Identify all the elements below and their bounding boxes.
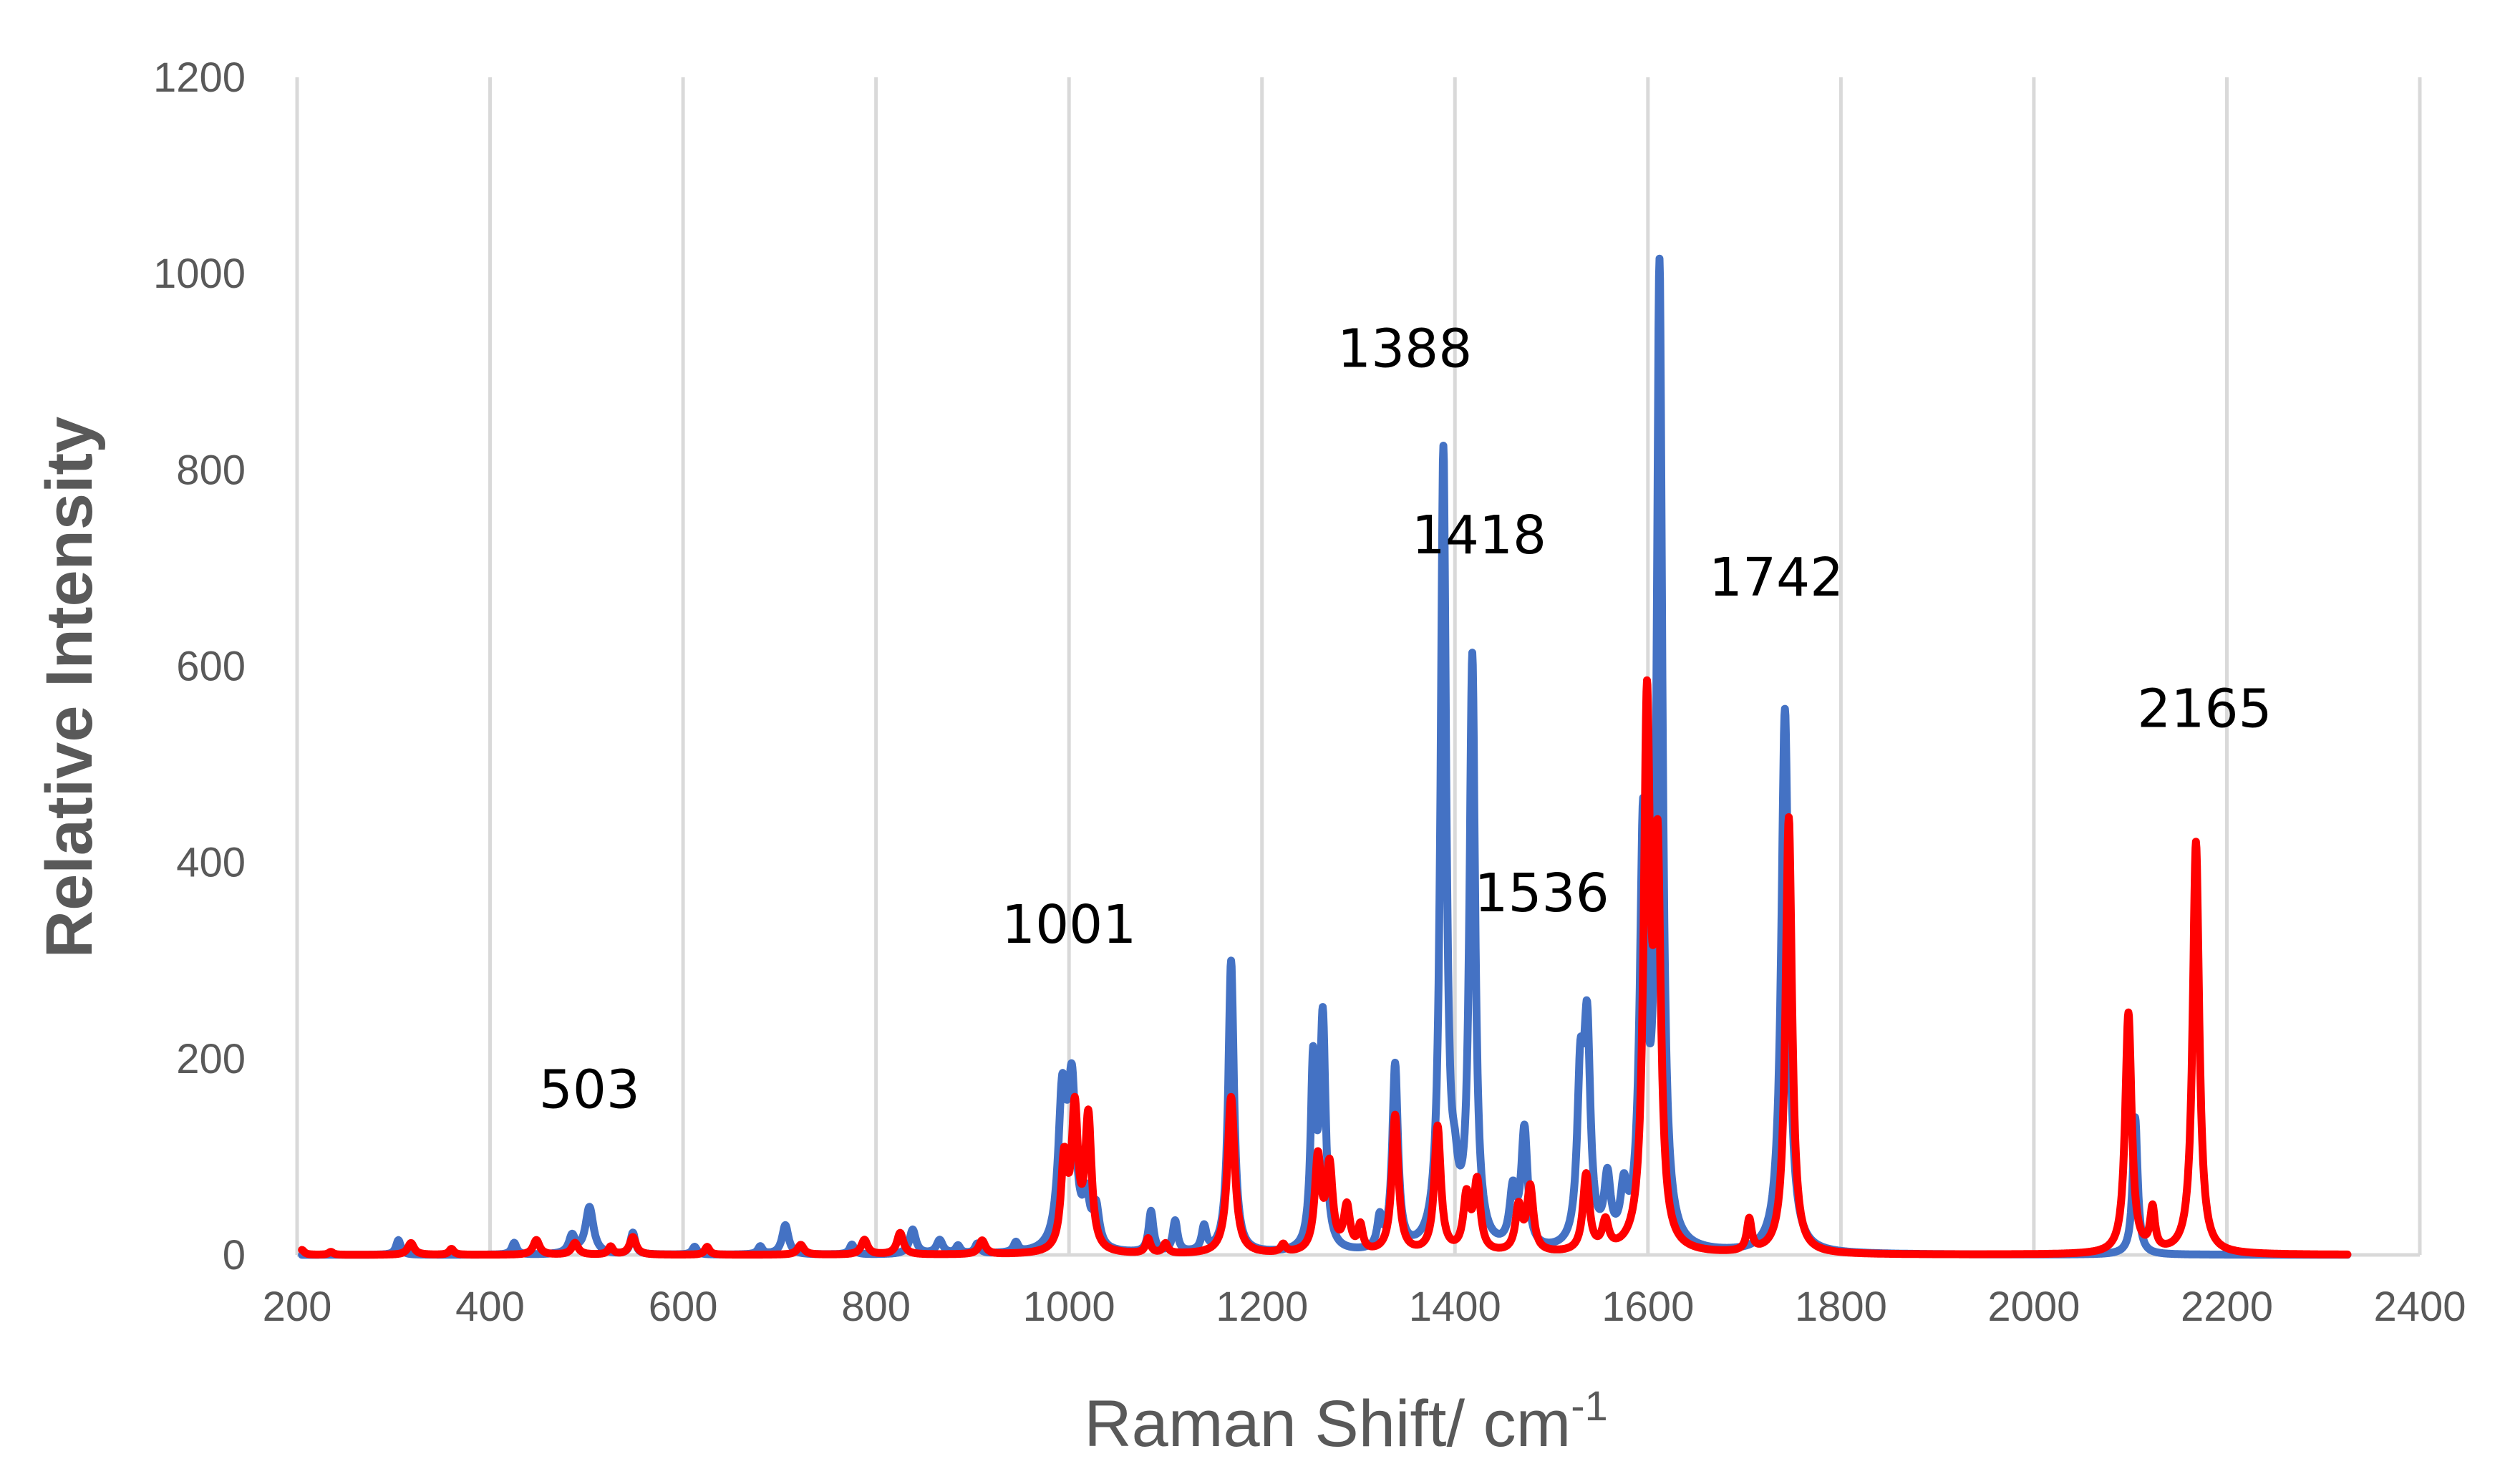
- x-tick-label: 1800: [1795, 1284, 1887, 1330]
- y-tick-label: 600: [176, 644, 246, 690]
- y-tick-label: 400: [176, 840, 246, 886]
- peak-annotations: 503 1001 1388 1418 1536 1742 2165: [539, 318, 2272, 1120]
- y-axis-title: Relative Intensity: [33, 417, 106, 959]
- x-tick-label: 1600: [1602, 1284, 1694, 1330]
- x-tick-label: 2000: [1987, 1284, 2080, 1330]
- x-tick-label: 400: [455, 1284, 525, 1330]
- y-tick-label: 200: [176, 1036, 246, 1082]
- peak-label-1388: 1388: [1337, 318, 1472, 379]
- x-tick-label: 2200: [2181, 1284, 2273, 1330]
- tick-labels: 200 400 600 800 1000 1200 1400 1600 1800 2000 2200…: [153, 54, 2466, 1330]
- x-axis-title: Raman Shift/ cm-1: [1084, 1383, 1608, 1460]
- peak-label-2165: 2165: [2137, 678, 2272, 739]
- x-tick-label: 2400: [2373, 1284, 2466, 1330]
- x-axis-title-text: Raman Shift/ cm: [1084, 1387, 1571, 1460]
- y-tick-label: 0: [223, 1232, 246, 1279]
- x-tick-label: 800: [841, 1284, 911, 1330]
- gridlines: [488, 77, 2422, 1255]
- series-lines: [298, 254, 2352, 1259]
- x-tick-label: 1200: [1216, 1284, 1308, 1330]
- series-line-red: [298, 676, 2352, 1259]
- peak-label-1418: 1418: [1412, 505, 1546, 566]
- x-tick-label: 600: [649, 1284, 718, 1330]
- y-tick-label: 800: [176, 447, 246, 493]
- y-tick-label: 1000: [153, 251, 246, 297]
- x-axis-title-superscript: -1: [1571, 1383, 1608, 1430]
- x-tick-label: 1400: [1409, 1284, 1501, 1330]
- y-tick-label: 1200: [153, 54, 246, 101]
- x-tick-label: 1000: [1023, 1284, 1115, 1330]
- peak-label-1536: 1536: [1474, 863, 1609, 924]
- x-tick-label: 200: [263, 1284, 332, 1330]
- peak-label-503: 503: [539, 1059, 640, 1120]
- peak-label-1001: 1001: [1002, 894, 1136, 956]
- peak-label-1742: 1742: [1709, 547, 1843, 608]
